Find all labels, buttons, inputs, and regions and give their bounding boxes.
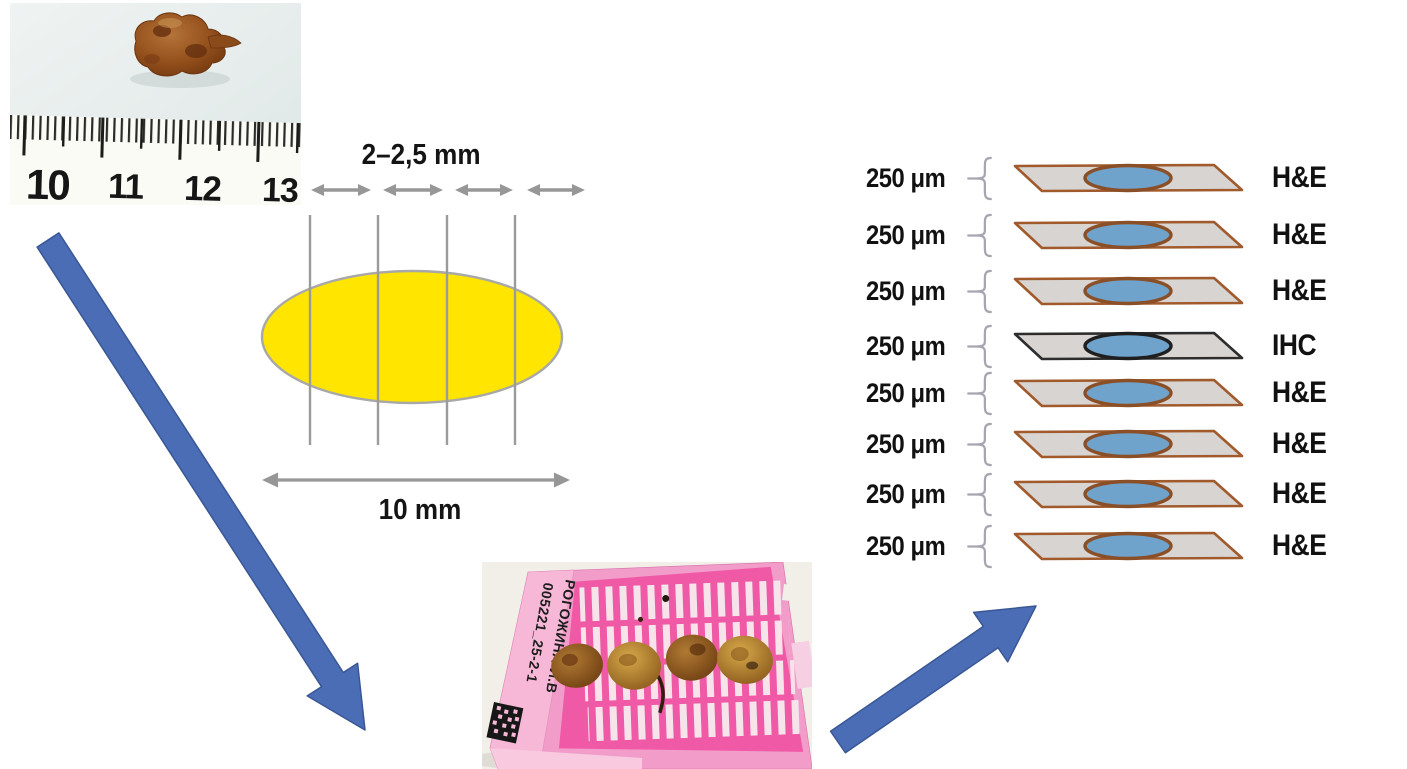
stain-label: H&E <box>1272 529 1327 562</box>
slide-row: 250 μm H&E <box>860 418 1405 470</box>
stain-label: H&E <box>1272 218 1327 251</box>
stain-label: H&E <box>1272 427 1327 460</box>
thickness-label: 250 μm <box>866 531 946 561</box>
brace-icon <box>967 472 992 517</box>
slide-row: 250 μm H&E <box>860 152 1405 204</box>
ruler-number: 13 <box>261 171 298 205</box>
ruler-number: 11 <box>108 167 145 205</box>
specimen-shadow <box>130 70 230 88</box>
slide-row: 250 μm H&E <box>860 367 1405 419</box>
cassette-notch <box>782 584 800 602</box>
he-slide <box>1013 531 1244 561</box>
brace-icon <box>967 524 992 569</box>
slide-row: 250 μm H&E <box>860 265 1405 317</box>
cassette-clasp <box>791 640 812 689</box>
ihc-slide <box>1013 331 1244 361</box>
process-arrow-specimen-to-cassette <box>36 232 366 731</box>
thickness-label: 250 μm <box>866 331 946 361</box>
he-slide <box>1013 163 1244 193</box>
cassette-photo-image: 005221_25-2-1 РОГОЖИНА И.В <box>482 562 812 769</box>
section-width-arrows <box>311 184 585 196</box>
thickness-label: 250 μm <box>866 220 946 250</box>
slide-row: 250 μm H&E <box>860 520 1405 572</box>
thickness-label: 250 μm <box>866 429 946 459</box>
slide-row: 250 μm H&E <box>860 209 1405 261</box>
brace-icon <box>967 213 992 258</box>
cassette-photo: 005221_25-2-1 РОГОЖИНА И.В <box>482 562 812 769</box>
section-cut-lines <box>308 215 517 445</box>
section-width-text: 2–2,5 mm <box>361 139 481 171</box>
section-width-label: 2–2,5 mm <box>336 139 506 172</box>
he-slide <box>1013 429 1244 459</box>
specimen-width-label: 10 mm <box>345 494 495 527</box>
ruler-number: 10 <box>25 160 70 205</box>
specimen-width-arrow <box>262 472 570 488</box>
brace-icon <box>967 422 992 467</box>
ruler: 10 11 12 13 <box>10 114 301 205</box>
brace-icon <box>967 269 992 314</box>
slide-row: 250 μm H&E <box>860 468 1405 520</box>
tissue-fragments <box>551 595 773 714</box>
tissue-specimen <box>134 12 242 77</box>
specimen-ellipse <box>260 269 564 405</box>
stain-label: H&E <box>1272 376 1327 409</box>
slide-row: 250 μm IHC <box>860 320 1405 372</box>
thickness-label: 250 μm <box>866 163 946 193</box>
stain-label: H&E <box>1272 477 1327 510</box>
specimen-photo-image: 10 11 12 13 <box>10 3 301 205</box>
cassette-front-edge <box>490 748 642 769</box>
thickness-label: 250 μm <box>866 276 946 306</box>
he-slide <box>1013 276 1244 306</box>
stain-label: H&E <box>1272 161 1327 194</box>
thickness-label: 250 μm <box>866 378 946 408</box>
process-arrow-cassette-to-slides <box>829 605 1037 754</box>
he-slide <box>1013 220 1244 250</box>
stain-label: H&E <box>1272 274 1327 307</box>
brace-icon <box>967 156 992 201</box>
specimen-width-text: 10 mm <box>378 494 462 526</box>
he-slide <box>1013 378 1244 408</box>
brace-icon <box>967 371 992 416</box>
cassette-tray <box>551 566 804 752</box>
ruler-number: 12 <box>183 169 222 205</box>
specimen-photo: 10 11 12 13 <box>10 3 301 205</box>
qr-code <box>486 702 524 744</box>
thickness-label: 250 μm <box>866 479 946 509</box>
he-slide <box>1013 479 1244 509</box>
brace-icon <box>967 324 992 369</box>
stain-label: IHC <box>1272 329 1317 362</box>
